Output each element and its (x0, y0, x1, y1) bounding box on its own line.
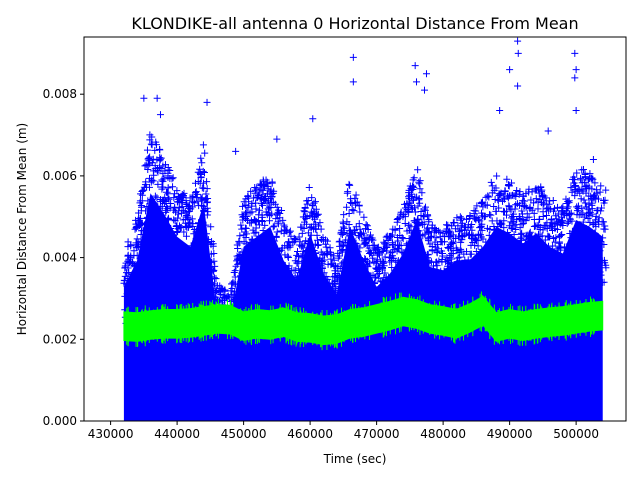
outlier-marker (514, 37, 522, 45)
outlier-marker (140, 94, 148, 102)
outlier-marker (349, 78, 357, 86)
outlier-marker (514, 82, 522, 90)
outlier-marker (422, 70, 430, 78)
x-tick-label: 450000 (221, 427, 267, 441)
distance-markers (120, 131, 610, 350)
x-axis-label: Time (sec) (323, 452, 387, 466)
outlier-marker (514, 49, 522, 57)
x-tick-label: 470000 (354, 427, 400, 441)
outlier-marker (571, 49, 579, 57)
y-tick-label: 0.008 (43, 87, 77, 101)
y-tick-label: 0.000 (43, 414, 77, 428)
outlier-marker (153, 94, 161, 102)
y-axis-ticks: 0.000 0.002 0.004 0.006 0.008 (43, 87, 84, 428)
y-tick-label: 0.004 (43, 251, 77, 265)
outlier-marker (411, 62, 419, 70)
x-axis-ticks: 430000 440000 450000 460000 470000 480000 4900… (88, 421, 599, 441)
chart-title: KLONDIKE-all antenna 0 Horizontal Distan… (131, 14, 578, 33)
outlier-marker (420, 86, 428, 94)
outlier-marker (496, 107, 504, 115)
outlier-marker (506, 66, 514, 74)
mean-distance-spikes (125, 291, 602, 351)
outlier-marker (544, 127, 552, 135)
outlier-marker (572, 107, 580, 115)
outlier-marker (349, 53, 357, 61)
distance-band-core (123, 193, 603, 421)
x-tick-label: 430000 (88, 427, 134, 441)
x-tick-label: 500000 (553, 427, 599, 441)
outlier-marker (203, 98, 211, 106)
outlier-points (140, 37, 597, 164)
x-tick-label: 490000 (487, 427, 533, 441)
outlier-marker (571, 74, 579, 82)
outlier-marker (572, 66, 580, 74)
y-tick-label: 0.002 (43, 332, 77, 346)
outlier-marker (273, 135, 281, 143)
outlier-marker (413, 78, 421, 86)
distance-points (120, 131, 610, 350)
y-tick-label: 0.006 (43, 169, 77, 183)
plot-area (120, 131, 610, 421)
y-axis-label: Horizontal Distance From Mean (m) (15, 123, 29, 335)
outlier-marker (309, 115, 317, 123)
x-tick-label: 440000 (154, 427, 200, 441)
axes-frame (83, 36, 627, 422)
outlier-marker (232, 147, 240, 155)
x-tick-label: 480000 (420, 427, 466, 441)
x-tick-label: 460000 (287, 427, 333, 441)
outlier-marker (156, 111, 164, 119)
outlier-marker (589, 156, 597, 164)
